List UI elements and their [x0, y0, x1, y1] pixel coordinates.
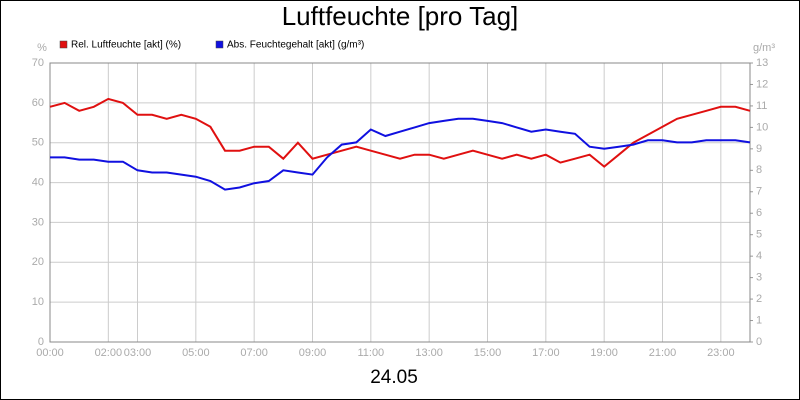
x-tick-label: 02:00 — [95, 347, 123, 359]
x-tick-label: 15:00 — [474, 347, 502, 359]
y2-tick-label: 4 — [756, 250, 762, 262]
y2-tick-label: 12 — [756, 78, 768, 90]
y2-unit: g/m³ — [753, 42, 775, 54]
y-tick-label: 0 — [38, 336, 44, 348]
x-tick-label: 13:00 — [415, 347, 443, 359]
y-tick-label: 40 — [32, 176, 44, 188]
legend-swatch — [215, 40, 224, 49]
x-tick-label: 17:00 — [532, 347, 560, 359]
x-tick-label: 23:00 — [707, 347, 735, 359]
legend-swatch — [59, 40, 68, 49]
y-tick-label: 20 — [32, 256, 44, 268]
y2-tick-label: 11 — [756, 100, 767, 112]
y-tick-label: 50 — [32, 137, 44, 149]
y-tick-label: 10 — [32, 296, 44, 308]
y2-tick-label: 8 — [756, 164, 762, 176]
legend-label: Abs. Feuchtegehalt [akt] (g/m³) — [227, 40, 364, 51]
plot-border — [49, 62, 751, 343]
x-tick-label: 00:00 — [36, 347, 64, 359]
x-tick-label: 11:00 — [357, 347, 384, 359]
y2-tick-label: 0 — [756, 336, 762, 348]
x-tick-label: 05:00 — [182, 347, 210, 359]
y2-tick-label: 9 — [756, 143, 762, 155]
legend-label: Rel. Luftfeuchte [akt] (%) — [71, 40, 181, 51]
x-tick-label: 21:00 — [649, 347, 677, 359]
y-tick-label: 30 — [32, 216, 44, 228]
y2-tick-label: 6 — [756, 207, 762, 219]
chart-title: Luftfeuchte [pro Tag] — [282, 1, 519, 31]
y2-tick-label: 13 — [756, 57, 768, 69]
x-tick-label: 07:00 — [240, 347, 268, 359]
series-line — [50, 117, 751, 191]
y-tick-label: 60 — [32, 97, 44, 109]
y-tick-label: 70 — [32, 57, 44, 69]
y-unit: % — [37, 42, 47, 54]
y2-tick-label: 5 — [756, 229, 762, 241]
y2-tick-label: 7 — [756, 186, 762, 198]
x-tick-label: 19:00 — [590, 347, 618, 359]
y2-tick-label: 3 — [756, 272, 762, 284]
y2-tick-label: 1 — [756, 314, 762, 326]
y2-tick-label: 2 — [756, 293, 762, 305]
x-tick-label: 03:00 — [124, 347, 152, 359]
y2-tick-label: 10 — [756, 121, 768, 133]
x-label: 24.05 — [370, 367, 418, 388]
x-tick-label: 09:00 — [299, 347, 327, 359]
series-line — [49, 97, 751, 168]
